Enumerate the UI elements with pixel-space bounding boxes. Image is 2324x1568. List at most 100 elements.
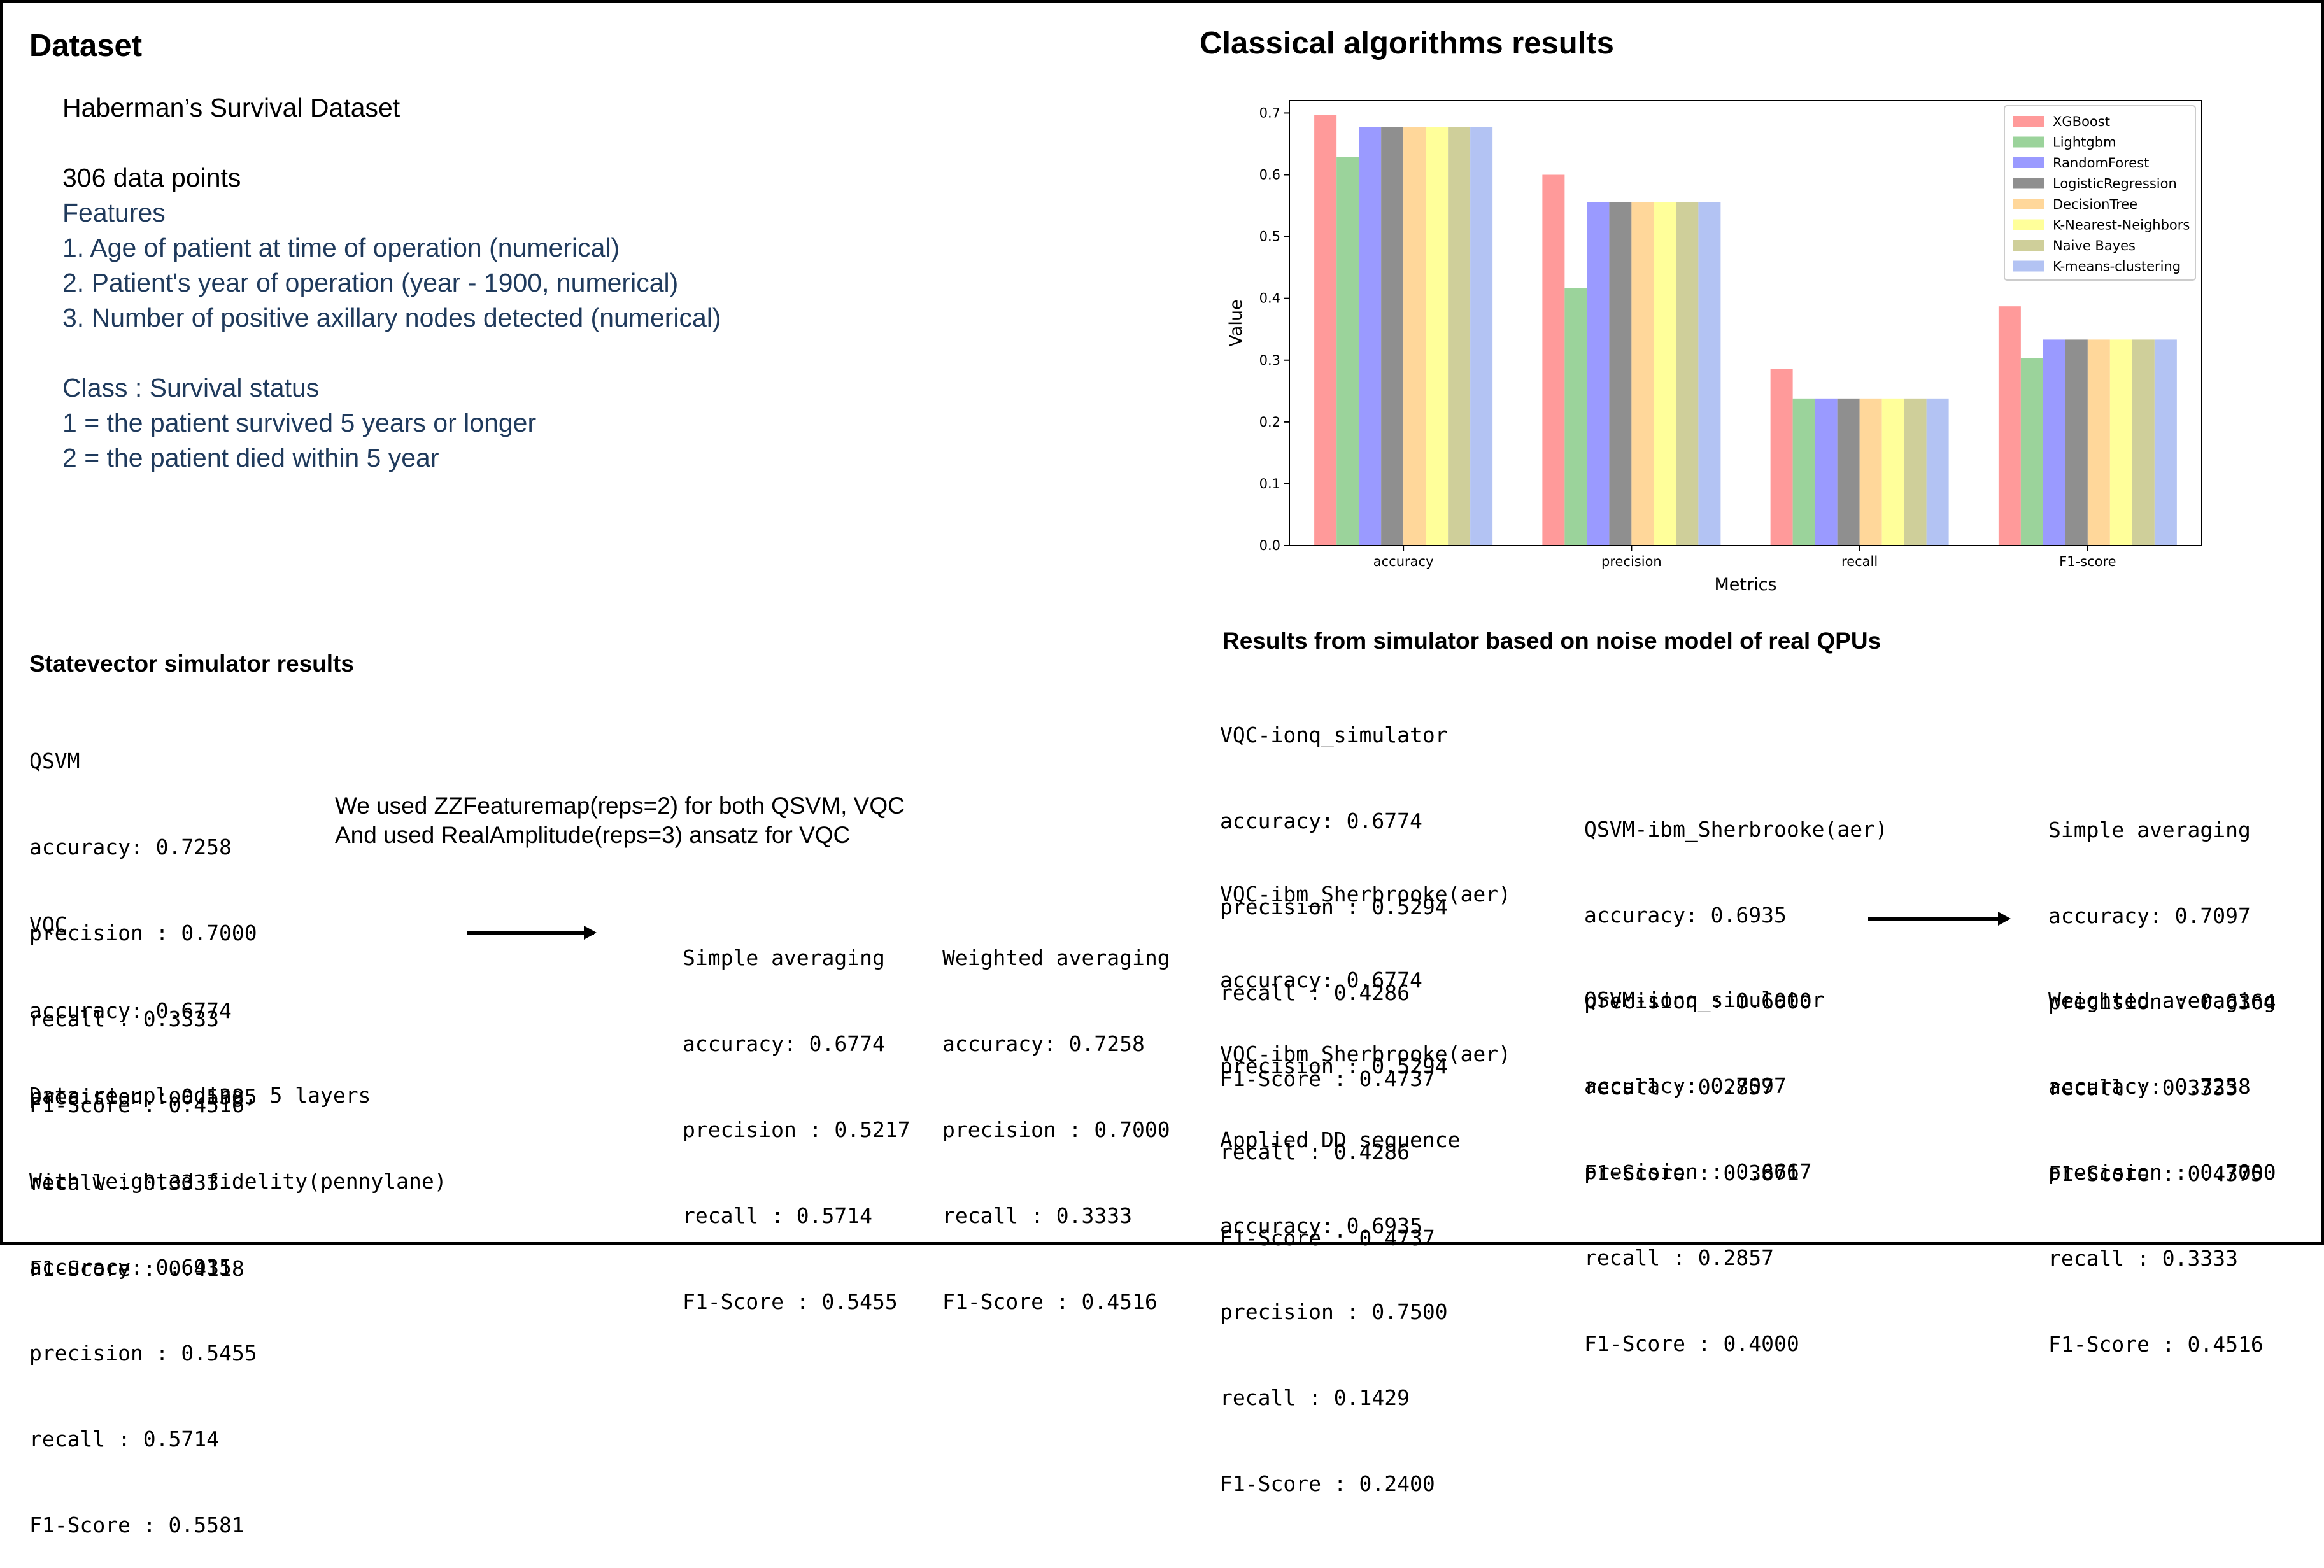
block-subtitle: With weighted fidelity(pennylane)	[29, 1169, 447, 1194]
x-tick-label: precision	[1601, 554, 1662, 569]
y-tick-label: 0.7	[1259, 105, 1280, 120]
noise-heading: Results from simulator based on noise mo…	[1222, 628, 1881, 654]
bar	[1381, 127, 1404, 546]
block-title: VQC-ibm_Sherbrooke(aer)	[1220, 882, 1511, 907]
metric-line: F1-Score : 0.4516	[942, 1289, 1158, 1314]
sv-method-note: We used ZZFeaturemap(reps=2) for both QS…	[335, 791, 905, 850]
metric-line: recall : 0.2857	[1584, 1245, 1775, 1270]
bar	[2020, 358, 2043, 546]
sv-qsvm-block: QSVM accuracy: 0.7258 precision : 0.7000…	[29, 689, 257, 1148]
legend-swatch	[2013, 136, 2044, 148]
bar	[1881, 398, 1904, 546]
slide-border	[0, 0, 2324, 1245]
bar	[1859, 398, 1882, 546]
x-tick-label: recall	[1841, 554, 1878, 569]
legend-swatch	[2013, 219, 2044, 230]
vqc-ibm-dd-block: VQC-ibm_Sherbrooke(aer) Applied DD seque…	[1220, 982, 1511, 1527]
legend-swatch	[2013, 199, 2044, 209]
metric-line: accuracy: 0.7258	[29, 835, 232, 859]
features-label: Features	[62, 198, 166, 227]
bar	[2132, 339, 2155, 546]
bar	[1609, 202, 1632, 546]
legend-label: K-means-clustering	[2053, 259, 2181, 274]
metric-line: accuracy: 0.6774	[29, 998, 232, 1023]
y-tick-label: 0.1	[1259, 476, 1280, 491]
metric-line: accuracy: 0.7258	[942, 1031, 1145, 1056]
metric-line: F1-Score : 0.3871	[1584, 1161, 1799, 1185]
block-title: QSVM-ibm_Sherbrooke(aer)	[1584, 817, 1888, 842]
metric-line: precision : 0.6667	[1584, 1159, 1812, 1184]
dataset-description: Haberman’s Survival Dataset 306 data poi…	[62, 90, 721, 476]
note-line: We used ZZFeaturemap(reps=2) for both QS…	[335, 793, 905, 819]
bar	[1770, 369, 1793, 546]
bar	[1837, 398, 1860, 546]
bar	[1631, 202, 1654, 546]
metric-line: accuracy: 0.7097	[1584, 1073, 1787, 1098]
metric-line: F1-Score : 0.4516	[2048, 1332, 2264, 1357]
bar	[1676, 202, 1699, 546]
bar	[1426, 127, 1449, 546]
metric-line: precision : 0.5455	[29, 1341, 257, 1366]
dataset-name: Haberman’s Survival Dataset	[62, 93, 400, 122]
noise-simple-averaging-block: Simple averaging accuracy: 0.7097 precis…	[2048, 758, 2276, 1217]
metric-line: recall : 0.5714	[683, 1203, 873, 1228]
metric-line: precision : 0.7000	[2048, 1160, 2276, 1185]
legend-label: LogisticRegression	[2053, 176, 2177, 192]
bar	[2065, 339, 2088, 546]
metric-line: recall : 0.3333	[29, 1170, 220, 1195]
y-tick-label: 0.0	[1259, 538, 1280, 553]
metric-line: precision : 0.7000	[29, 921, 257, 945]
metric-line: F1-Score : 0.5455	[683, 1289, 898, 1314]
metric-line: accuracy: 0.6935	[29, 1255, 232, 1280]
metric-line: precision : 0.7500	[1220, 1299, 1448, 1324]
metric-line: accuracy: 0.6935	[1220, 1213, 1422, 1238]
block-title: Simple averaging	[683, 945, 885, 970]
block-title: VQC-ibm_Sherbrooke(aer)	[1220, 1042, 1511, 1066]
y-tick-label: 0.2	[1259, 414, 1280, 430]
metric-line: precision : 0.5294	[1220, 894, 1448, 919]
metric-line: accuracy: 0.6774	[1220, 968, 1422, 992]
legend-swatch	[2013, 157, 2044, 168]
bar	[1359, 127, 1382, 546]
legend-label: Lightgbm	[2053, 135, 2116, 150]
legend-label: DecisionTree	[2053, 197, 2137, 212]
metric-line: accuracy: 0.6935	[1584, 903, 1787, 928]
noise-weighted-averaging-block: Weighted averaging accuracy: 0.7258 prec…	[2048, 929, 2276, 1387]
metric-line: accuracy: 0.6774	[683, 1031, 885, 1056]
metric-line: recall : 0.1429	[1220, 1385, 1410, 1410]
metric-line: recall : 0.3333	[2048, 1075, 2239, 1100]
plot-frame	[1289, 100, 2202, 546]
feature-item: 1. Age of patient at time of operation (…	[62, 233, 620, 262]
class-item: 2 = the patient died within 5 year	[62, 443, 439, 472]
x-tick-label: accuracy	[1373, 554, 1434, 569]
bar	[1792, 398, 1815, 546]
block-title: VQC	[29, 912, 67, 937]
block-title: VQC-ionq_simulator	[1220, 723, 1448, 747]
bar	[2109, 339, 2132, 546]
bar	[1904, 398, 1927, 546]
x-axis-label: Metrics	[1714, 575, 1776, 595]
metric-line: precision : 0.6000	[1584, 989, 1812, 1014]
bar	[1998, 306, 2021, 546]
metric-line: recall : 0.3333	[942, 1203, 1133, 1228]
sv-reupload-block: Data re-uploading, 5 layers With weighte…	[29, 1024, 447, 1568]
metric-line: F1-Score : 0.2400	[1220, 1471, 1435, 1496]
classical-bar-chart: 0.0 0.1 0.2 0.3 0.4 0.5 0.6 0.7 accuracy precisio…	[1226, 100, 2202, 595]
block-title: Weighted averaging	[2048, 988, 2276, 1013]
block-title: Weighted averaging	[942, 945, 1170, 970]
metric-line: F1-Score : 0.4375	[2048, 1161, 2264, 1186]
bar	[1698, 202, 1721, 546]
y-tick-label: 0.6	[1259, 167, 1280, 183]
bar	[1654, 202, 1676, 546]
metric-line: F1-Score : 0.5581	[29, 1513, 244, 1537]
block-title: QSVM-ionq_simulator	[1584, 987, 1825, 1012]
feature-item: 2. Patient's year of operation (year - 1…	[62, 268, 679, 297]
classical-heading: Classical algorithms results	[1200, 26, 1614, 60]
y-tick-label: 0.3	[1259, 353, 1280, 368]
class-item: 1 = the patient survived 5 years or long…	[62, 408, 537, 437]
block-title: Data re-uploading, 5 layers	[29, 1083, 371, 1108]
legend-label: K-Nearest-Neighbors	[2053, 218, 2190, 233]
metric-line: recall : 0.5714	[29, 1427, 220, 1451]
metric-line: accuracy: 0.6774	[1220, 809, 1422, 833]
statevector-heading: Statevector simulator results	[29, 651, 354, 677]
